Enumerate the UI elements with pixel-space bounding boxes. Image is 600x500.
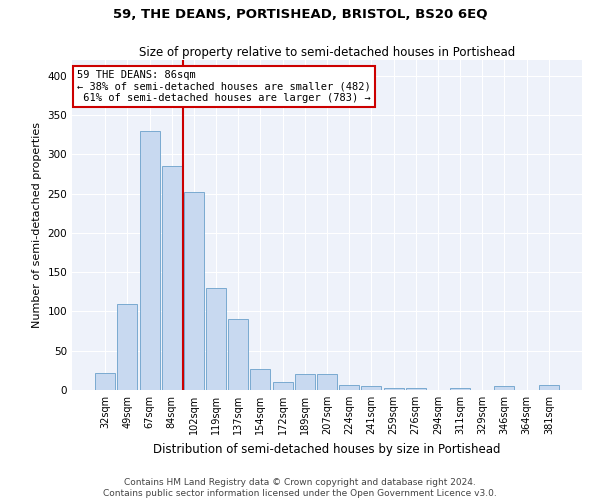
Y-axis label: Number of semi-detached properties: Number of semi-detached properties bbox=[32, 122, 42, 328]
Bar bbox=[228, 320, 248, 390]
X-axis label: Distribution of semi-detached houses by size in Portishead: Distribution of semi-detached houses by … bbox=[153, 442, 501, 456]
Bar bbox=[317, 374, 337, 390]
Bar bbox=[206, 288, 226, 390]
Bar bbox=[339, 386, 359, 390]
Bar bbox=[95, 372, 115, 390]
Bar bbox=[361, 386, 382, 390]
Bar bbox=[450, 388, 470, 390]
Bar bbox=[383, 388, 404, 390]
Title: Size of property relative to semi-detached houses in Portishead: Size of property relative to semi-detach… bbox=[139, 46, 515, 59]
Bar bbox=[140, 130, 160, 390]
Bar bbox=[250, 369, 271, 390]
Text: Contains HM Land Registry data © Crown copyright and database right 2024.
Contai: Contains HM Land Registry data © Crown c… bbox=[103, 478, 497, 498]
Bar bbox=[272, 382, 293, 390]
Bar bbox=[406, 388, 426, 390]
Bar bbox=[162, 166, 182, 390]
Bar bbox=[539, 386, 559, 390]
Text: 59 THE DEANS: 86sqm
← 38% of semi-detached houses are smaller (482)
 61% of semi: 59 THE DEANS: 86sqm ← 38% of semi-detach… bbox=[77, 70, 371, 103]
Bar bbox=[118, 304, 137, 390]
Bar bbox=[494, 386, 514, 390]
Text: 59, THE DEANS, PORTISHEAD, BRISTOL, BS20 6EQ: 59, THE DEANS, PORTISHEAD, BRISTOL, BS20… bbox=[113, 8, 487, 20]
Bar bbox=[184, 192, 204, 390]
Bar bbox=[295, 374, 315, 390]
